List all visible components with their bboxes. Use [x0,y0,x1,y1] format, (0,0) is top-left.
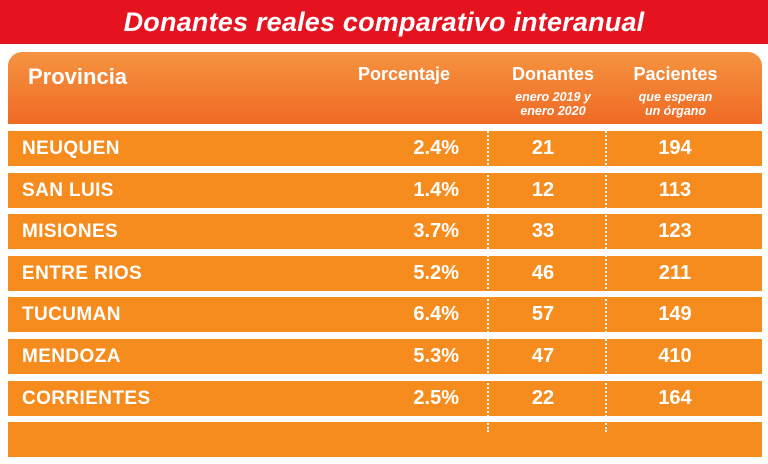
cell-donors: 33 [531,220,555,243]
cell-percentage: 1.4% [413,178,459,201]
cell-percentage: 3.7% [413,220,459,243]
table-row: ENTRE RIOS 5.2% 46 211 [8,255,762,291]
header-patients-subtitle: que esperan un órgano [608,90,743,118]
cell-percentage: 6.4% [413,303,459,326]
cell-province: ENTRE RIOS [22,262,143,284]
table-row: CORRIENTES 2.5% 22 164 [8,380,762,416]
table-row: TUCUMAN 6.4% 57 149 [8,297,762,333]
cell-percentage: 5.3% [413,344,459,367]
cell-donors: 12 [531,178,555,201]
cell-donors: 21 [531,137,555,159]
header-donors-subtitle: enero 2019 y enero 2020 [483,90,623,118]
cell-patients: 113 [658,178,692,201]
table-row-partial [8,422,762,458]
page-title: Donantes reales comparativo interanual [123,6,645,37]
cell-province: NEUQUEN [22,138,120,159]
header-patients-subtitle-line-2: un órgano [644,104,707,118]
table-row: MISIONES 3.7% 33 123 [8,214,762,250]
column-divider [605,124,607,432]
table-body: NEUQUEN 2.4% 21 194 SAN LUIS 1.4% 12 113… [8,131,762,464]
header-donors: Donantes [511,64,594,84]
header-donors-subtitle-line-1: enero 2019 y [515,90,591,104]
header-donors-subtitle-line-2: enero 2020 [520,104,586,118]
cell-province: CORRIENTES [22,387,151,409]
cell-patients: 149 [658,303,692,326]
table-row: SAN LUIS 1.4% 12 113 [8,172,762,208]
table-row: MENDOZA 5.3% 47 410 [8,338,762,374]
cell-province: MENDOZA [22,345,121,367]
table-header: Provincia Porcentaje Donantes enero 2019… [8,52,762,124]
cell-donors: 57 [531,303,555,326]
title-bar: Donantes reales comparativo interanual [0,0,768,44]
header-patients: Pacientes [633,64,718,84]
cell-percentage: 5.2% [413,261,459,284]
column-divider [487,124,489,432]
cell-donors: 47 [531,344,555,367]
cell-patients: 123 [658,220,692,243]
cell-patients: 410 [658,344,692,367]
header-percentage: Porcentaje [358,64,451,84]
cell-donors: 46 [531,261,555,284]
cell-patients: 194 [658,137,692,159]
cell-percentage: 2.4% [413,137,459,159]
table-row: NEUQUEN 2.4% 21 194 [8,131,762,166]
header-patients-subtitle-line-1: que esperan [638,90,713,104]
cell-province: TUCUMAN [22,304,121,326]
cell-patients: 211 [658,261,692,284]
cell-patients: 164 [658,386,692,409]
header-province: Provincia [28,64,128,89]
cell-province: MISIONES [22,221,119,243]
cell-donors: 22 [531,386,555,409]
cell-percentage: 2.5% [413,386,459,409]
cell-province: SAN LUIS [22,179,114,201]
